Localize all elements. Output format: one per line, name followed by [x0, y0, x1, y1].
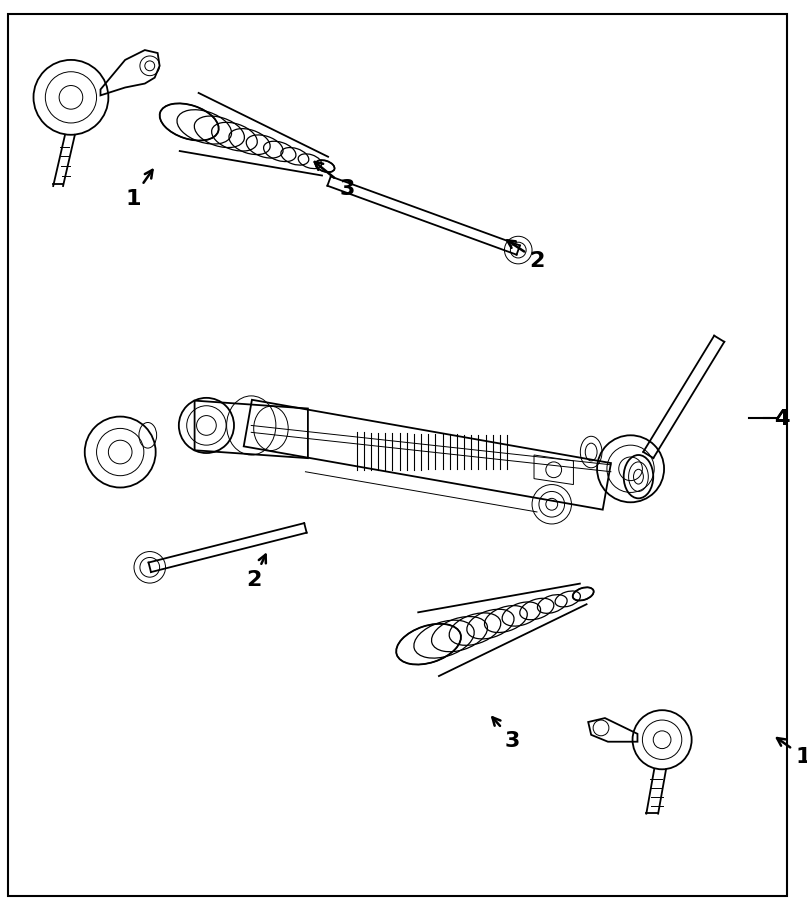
Text: 3: 3	[492, 718, 520, 750]
Text: 2: 2	[507, 241, 545, 271]
Text: 4: 4	[774, 408, 789, 428]
Text: 2: 2	[246, 555, 266, 589]
Text: 1: 1	[125, 170, 153, 209]
Text: 1: 1	[777, 738, 807, 767]
Text: 3: 3	[315, 163, 354, 199]
Text: 4: 4	[774, 408, 789, 428]
